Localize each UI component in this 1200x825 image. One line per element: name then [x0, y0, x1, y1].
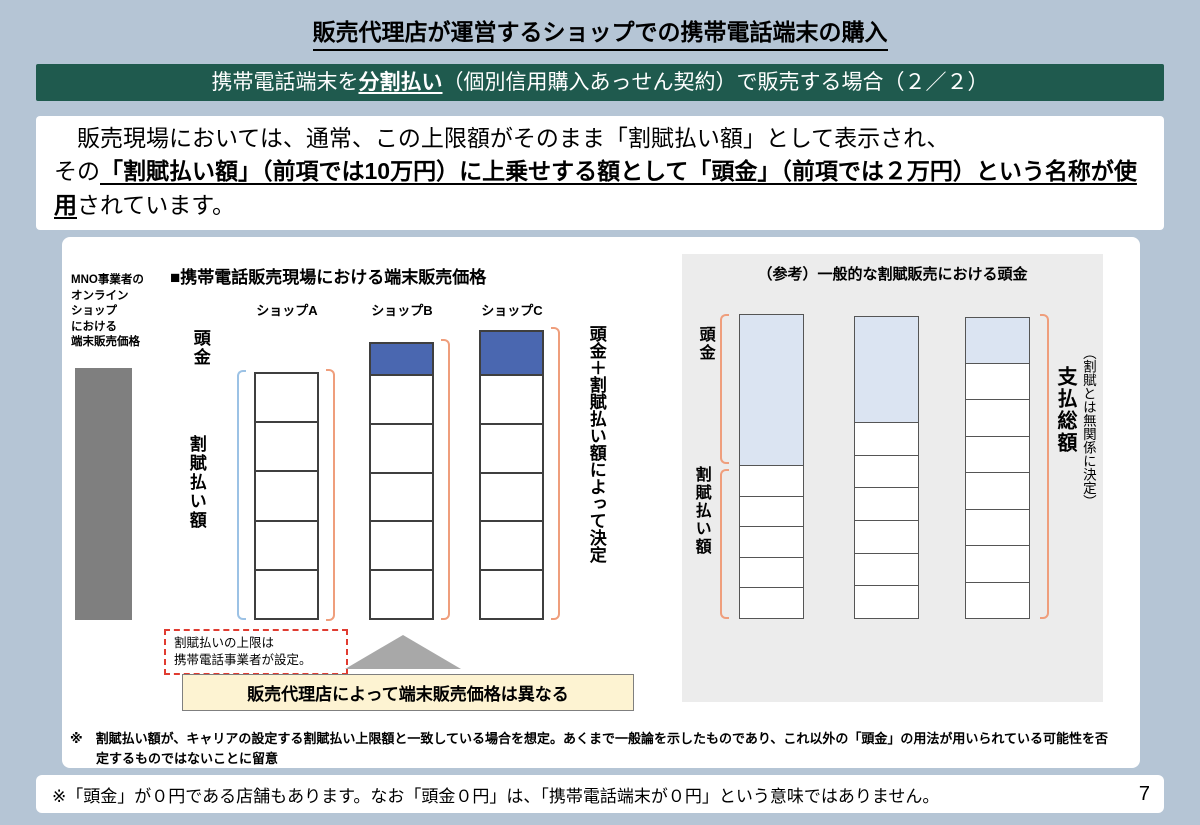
down-payment-label: 頭金	[190, 329, 210, 367]
installment-cell	[481, 471, 542, 521]
installment-cell	[966, 435, 1029, 473]
shop-c-price-bar	[479, 330, 544, 620]
total-payment-label: 支払総額	[1054, 366, 1076, 454]
shop-a-label: ショップA	[256, 303, 318, 318]
installment-cell	[481, 422, 542, 472]
installment-cell	[966, 545, 1029, 582]
installment-cell	[966, 363, 1029, 400]
ref-bar-1	[739, 314, 804, 619]
installment-cell	[855, 585, 918, 619]
down-payment-segment	[481, 332, 542, 374]
installment-cell	[371, 471, 432, 521]
shop-b-price-bar	[369, 342, 434, 620]
installment-cell	[966, 581, 1029, 618]
banner-text-post: （個別信用購入あっせん契約）で販売する場合（２／２）	[442, 71, 989, 94]
installment-cap-note: 割賦払いの上限は 携帯電話事業者が設定。	[164, 629, 348, 675]
intro-emphasis: 「割賦払い額」（前項では10万円）に上乗せする額として「頭金」（前項では２万円）…	[54, 158, 1137, 218]
installment-cell	[371, 569, 432, 618]
ref-bar-3	[965, 317, 1030, 619]
installment-cell	[855, 487, 918, 521]
bottom-note: ※「頭金」が０円である店舗もあります。なお「頭金０円」は、「携帯電話端末が０円」…	[52, 786, 940, 806]
installment-cell	[966, 472, 1029, 509]
panel-footnote: ※ 割賦払い額が、キャリアの設定する割賦払い上限額と一致している場合を想定。あく…	[70, 731, 1108, 766]
installment-cell	[371, 520, 432, 570]
banner-text-pre: 携帯電話端末を	[211, 71, 359, 94]
page-number: 7	[1138, 782, 1150, 805]
intro-line1: 販売現場においては、通常、この上限額がそのまま「割賦払い額」として表示され、	[54, 125, 950, 151]
mno-price-bar	[75, 368, 132, 620]
price-varies-note: 販売代理店によって端末販売価格は異なる	[182, 674, 634, 711]
down-payment-segment	[855, 317, 918, 422]
ref-total-bracket	[1040, 314, 1049, 619]
shop-b-right-bracket	[441, 339, 450, 620]
shop-c-label: ショップC	[481, 303, 543, 318]
shop-a-price-bar	[254, 372, 319, 620]
installment-cell	[855, 520, 918, 553]
page-title-text: 販売代理店が運営するショップでの携帯電話端末の購入	[312, 13, 888, 51]
installment-cell	[966, 399, 1029, 436]
installment-cell	[256, 374, 317, 422]
shop-a-left-bracket	[237, 370, 246, 620]
bottom-note-bar: ※「頭金」が０円である店舗もあります。なお「頭金０円」は、「携帯電話端末が０円」…	[36, 775, 1164, 813]
installment-cell	[371, 374, 432, 423]
installment-cell	[740, 465, 803, 496]
ref-down-payment-bracket	[720, 314, 729, 464]
down-payment-segment	[740, 315, 803, 465]
total-payment-note: （割賦とは無関係に決定）	[1080, 346, 1096, 508]
installment-cell	[855, 454, 918, 488]
installment-cell	[740, 526, 803, 557]
ref-installment-bracket	[720, 469, 729, 619]
installment-cell	[740, 587, 803, 618]
installment-amount-label: 割賦払い額	[186, 435, 206, 530]
intro-box: 販売現場においては、通常、この上限額がそのまま「割賦払い額」として表示され、 そ…	[36, 116, 1164, 231]
shop-b-label: ショップB	[371, 303, 433, 318]
installment-cell	[256, 568, 317, 619]
up-triangle-icon	[345, 635, 461, 669]
reference-title: （参考）一般的な割賦販売における頭金	[757, 266, 1028, 283]
decided-by-note: 頭金＋割賦払い額によって決定	[586, 325, 606, 563]
installment-cell	[481, 569, 542, 618]
ref-installment-label: 割賦払い額	[692, 466, 710, 556]
installment-cell	[855, 422, 918, 455]
installment-cell	[481, 520, 542, 570]
ref-bar-2	[854, 316, 919, 619]
down-payment-segment	[966, 318, 1029, 363]
mno-price-label: MNO事業者の オンライン ショップ における 端末販売価格	[71, 274, 144, 349]
shop-c-right-bracket	[551, 327, 560, 620]
banner-emphasis: 分割払い	[358, 71, 443, 94]
down-payment-segment	[371, 344, 432, 374]
ref-down-payment-label: 頭金	[696, 326, 714, 362]
installment-cell	[256, 519, 317, 569]
intro-line2-pre: その	[54, 158, 100, 185]
installment-cell	[256, 421, 317, 471]
installment-cell	[740, 495, 803, 527]
shop-a-right-bracket	[326, 369, 335, 621]
installment-cell	[855, 552, 918, 586]
installment-banner: 携帯電話端末を分割払い（個別信用購入あっせん契約）で販売する場合（２／２）	[36, 64, 1164, 101]
reference-panel: （参考）一般的な割賦販売における頭金 頭金 割賦払い額 支払総額 （割賦とは無関…	[682, 254, 1103, 702]
installment-cell	[371, 422, 432, 472]
page-title: 販売代理店が運営するショップでの携帯電話端末の購入	[0, 13, 1200, 51]
diagram-title: ■携帯電話販売現場における端末販売価格	[170, 268, 487, 287]
installment-cell	[740, 556, 803, 588]
installment-cell	[256, 470, 317, 520]
installment-cell	[966, 508, 1029, 546]
intro-line2-post: されています。	[77, 191, 236, 218]
installment-cell	[481, 374, 542, 423]
diagram-panel: MNO事業者の オンライン ショップ における 端末販売価格 ■携帯電話販売現場…	[62, 237, 1140, 768]
